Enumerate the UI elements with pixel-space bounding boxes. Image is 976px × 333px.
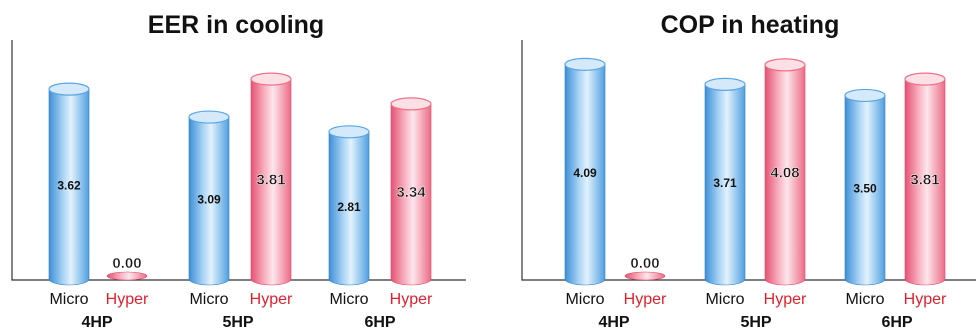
series-label-micro: Micro: [565, 291, 604, 308]
group-label: 4HP: [598, 314, 629, 331]
group-label: 6HP: [364, 314, 395, 331]
data-label: 3.50: [853, 182, 877, 196]
data-label: 4.09: [573, 166, 597, 180]
chart-title: EER in cooling: [148, 11, 324, 39]
series-label-micro: Micro: [705, 291, 744, 308]
chart-title: COP in heating: [661, 11, 840, 39]
chart-panel-1: EER in cooling 3.62 Micro 3.09 Micro 2.81 Micr…: [11, 11, 466, 331]
series-label-hyper: Hyper: [250, 291, 293, 308]
bar-hyper-6HP: 3.81: [904, 72, 946, 286]
series-label-micro: Micro: [329, 291, 368, 308]
group-label: 5HP: [740, 314, 771, 331]
bar-micro-5HP: 3.09: [188, 110, 230, 286]
data-label: 0.00: [112, 255, 141, 272]
data-label: 3.09: [197, 193, 221, 207]
data-label: 3.81: [910, 172, 939, 189]
chart-axes: [521, 40, 976, 281]
series-label-micro: Micro: [189, 291, 228, 308]
data-label: 4.08: [770, 164, 799, 181]
group-label: 4HP: [81, 314, 112, 331]
bar-micro-5HP: 3.71: [704, 77, 746, 286]
bar-hyper-5HP: 4.08: [764, 58, 806, 286]
data-label: 3.34: [396, 184, 426, 201]
bar-micro-4HP: 3.62: [48, 82, 90, 286]
series-label-micro: Micro: [845, 291, 884, 308]
series-label-hyper: Hyper: [624, 291, 667, 308]
data-label: 3.62: [57, 179, 81, 193]
bar-hyper-4HP: 0.00: [624, 255, 666, 281]
data-label: 3.71: [713, 176, 737, 190]
series-label-hyper: Hyper: [764, 291, 807, 308]
bar-micro-6HP: 2.81: [328, 125, 370, 286]
series-label-hyper: Hyper: [390, 291, 433, 308]
chart-axes: [11, 40, 466, 281]
series-label-hyper: Hyper: [106, 291, 149, 308]
series-label-micro: Micro: [49, 291, 88, 308]
series-label-hyper: Hyper: [904, 291, 947, 308]
group-label: 6HP: [881, 314, 912, 331]
chart-panel-2: COP in heating 4.09 Micro 3.71 Micro 3.50 Micr…: [521, 11, 976, 331]
data-label: 3.81: [256, 172, 285, 189]
bar-micro-6HP: 3.50: [844, 88, 886, 286]
data-label: 2.81: [337, 200, 361, 214]
group-label: 5HP: [222, 314, 253, 331]
bar-hyper-5HP: 3.81: [250, 72, 292, 286]
bar-hyper-4HP: 0.00: [106, 255, 148, 281]
bar-micro-4HP: 4.09: [564, 57, 606, 286]
bar-hyper-6HP: 3.34: [390, 97, 432, 286]
data-label: 0.00: [630, 255, 659, 272]
